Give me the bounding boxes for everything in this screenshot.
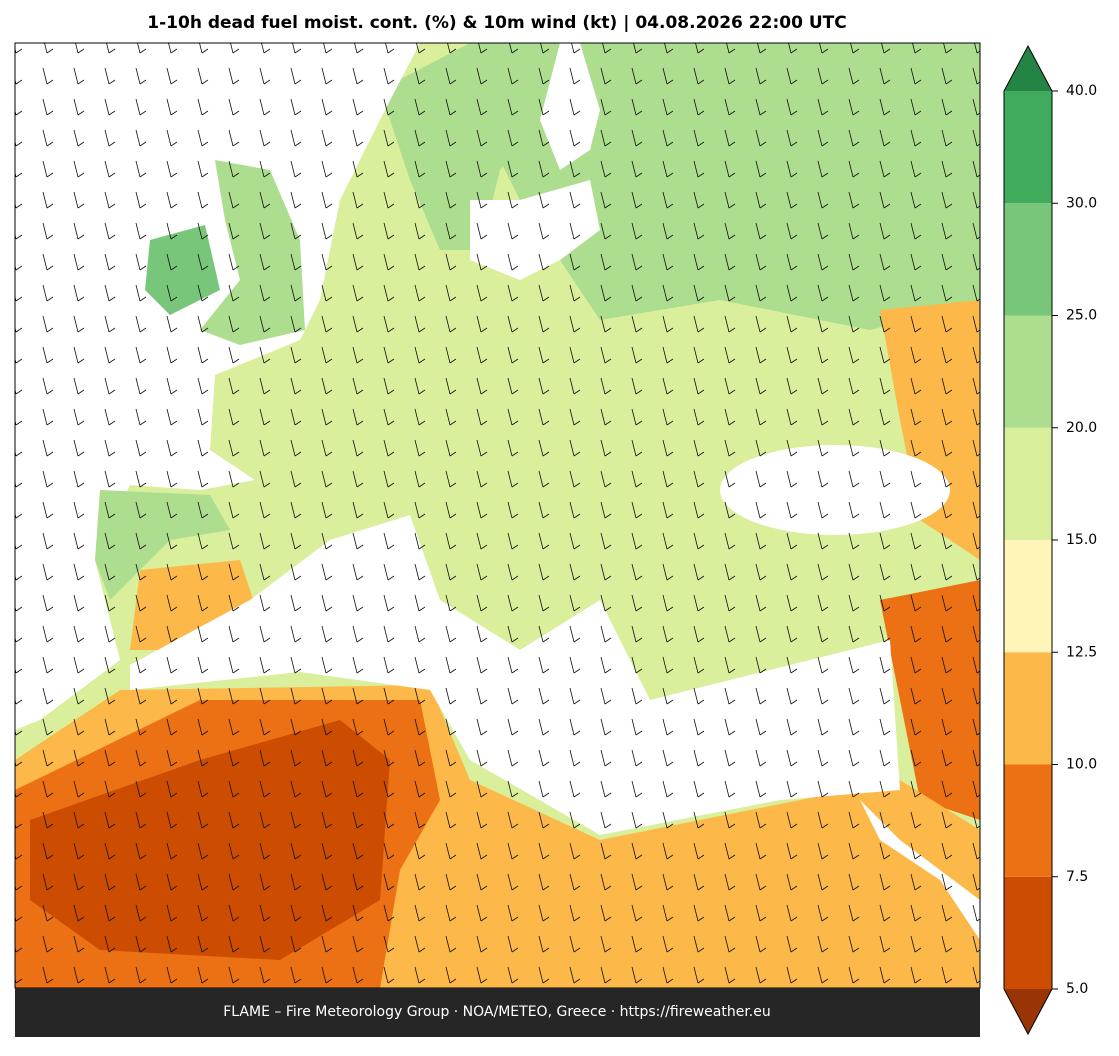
- colorbar-tick-label: 10.0: [1066, 757, 1097, 773]
- colorbar-bin: [1004, 876, 1052, 989]
- colorbar-bin: [1004, 652, 1052, 765]
- footer: FLAME – Fire Meteorology Group · NOA/MET…: [223, 1004, 771, 1020]
- colorbar-tick-label: 7.5: [1066, 869, 1088, 885]
- footer-band: [15, 988, 980, 1037]
- wind-barbs: [15, 43, 980, 988]
- colorbar: 5.0 7.5 10.0 12.5 15.0 20.0 25.0 30.0 40.0: [1003, 44, 1097, 1036]
- colorbar-bin: [1004, 427, 1052, 540]
- colorbar-tick-label: 5.0: [1066, 981, 1088, 997]
- colorbar-tick-label: 30.0: [1066, 195, 1097, 211]
- colorbar-tick-label: 40.0: [1066, 83, 1097, 99]
- colorbar-tick-label: 15.0: [1066, 532, 1097, 548]
- title: 1-10h dead fuel moist. cont. (%) & 10m w…: [147, 13, 846, 33]
- colorbar-bin: [1004, 203, 1052, 316]
- colorbar-bin: [1004, 764, 1052, 877]
- colorbar-under: [1004, 989, 1052, 1034]
- map: [15, 43, 980, 988]
- colorbar-bin: [1004, 315, 1052, 428]
- colorbar-bin: [1004, 91, 1052, 204]
- colorbar-bin: [1004, 540, 1052, 653]
- colorbar-tick-label: 12.5: [1066, 644, 1097, 660]
- colorbar-tick-label: 20.0: [1066, 420, 1097, 436]
- colorbar-over: [1004, 46, 1052, 91]
- colorbar-tick-label: 25.0: [1066, 308, 1097, 324]
